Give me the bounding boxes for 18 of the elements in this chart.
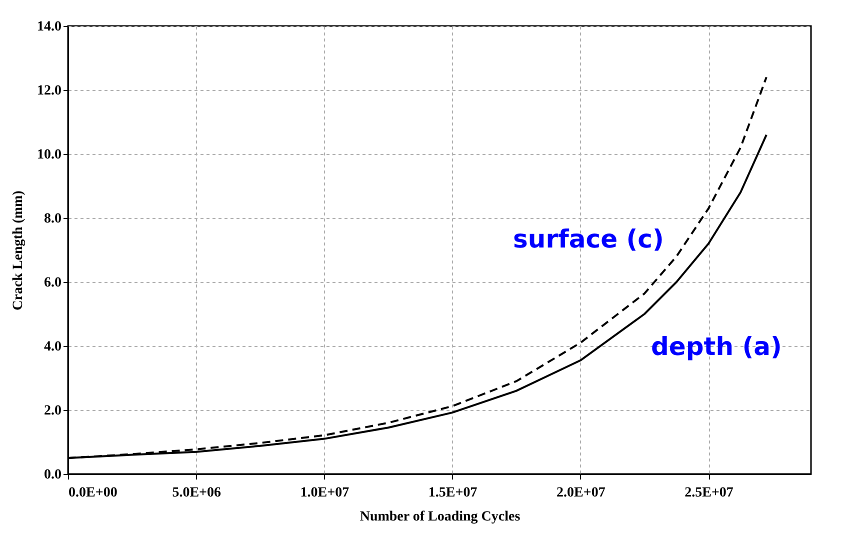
x-axis-title: Number of Loading Cycles xyxy=(360,510,521,524)
x-tick-label: 2.5E+07 xyxy=(684,486,734,500)
x-tick-label: 5.0E+06 xyxy=(172,486,222,500)
y-tick-label: 4.0 xyxy=(44,340,62,354)
y-axis-title: Crack Length (mm) xyxy=(11,190,26,310)
x-tick-label: 1.5E+07 xyxy=(428,486,478,500)
y-tick-label: 10.0 xyxy=(37,148,62,162)
y-tick-label: 6.0 xyxy=(44,276,62,290)
series-label: surface (c) xyxy=(513,224,664,254)
y-tick-label: 12.0 xyxy=(37,84,62,98)
y-tick-label: 14.0 xyxy=(37,20,62,34)
x-tick-label: 1.0E+07 xyxy=(300,486,350,500)
y-tick-label: 0.0 xyxy=(44,468,62,482)
y-tick-label: 2.0 xyxy=(44,404,62,418)
y-tick-label: 8.0 xyxy=(44,212,62,226)
x-tick-label: 2.0E+07 xyxy=(556,486,606,500)
x-tick-label: 0.0E+00 xyxy=(68,486,118,500)
series-label: depth (a) xyxy=(651,332,782,361)
